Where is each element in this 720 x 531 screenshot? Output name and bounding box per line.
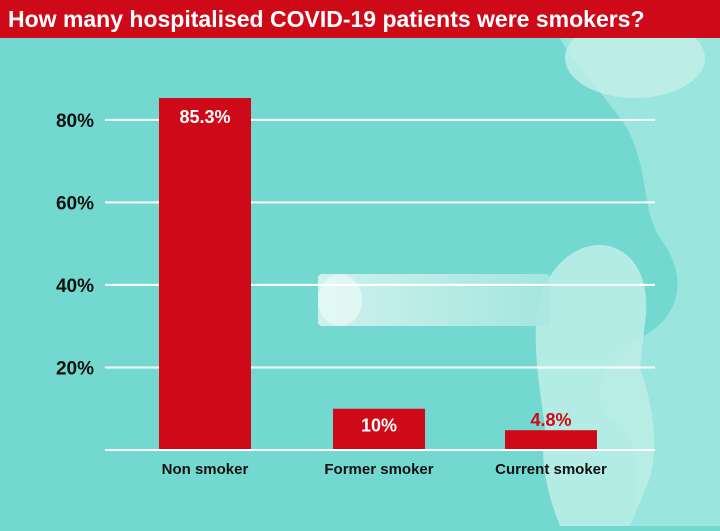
chart-area: 20% 40% 60% 80% 85.3% 10% 4.8% Non smoker Form… (0, 18, 720, 526)
bar-0 (159, 98, 251, 450)
chart-title: How many hospitalised COVID-19 patients … (8, 5, 645, 32)
y-tick-label: 80% (56, 111, 94, 132)
y-axis-ticks: 20% 40% 60% 80% (56, 111, 94, 380)
cigarette-ash (318, 274, 362, 326)
face-silhouette (560, 38, 720, 526)
bar-2 (505, 430, 597, 450)
bars (159, 98, 597, 450)
bar-1 (333, 408, 425, 450)
y-tick-label: 40% (56, 276, 94, 297)
hand-silhouette (535, 245, 655, 526)
bar-value-label: 4.8% (530, 410, 571, 430)
background-photo (318, 18, 720, 526)
bar-value-label: 10% (361, 416, 397, 436)
y-tick-label: 60% (56, 193, 94, 214)
cigarette (318, 274, 550, 326)
bar-value-label: 85.3% (179, 107, 230, 127)
y-tick-label: 20% (56, 358, 94, 379)
category-label: Current smoker (495, 461, 607, 478)
category-label: Non smoker (162, 461, 249, 478)
bar-chart: 20% 40% 60% 80% 85.3% 10% 4.8% Non smoker Form… (56, 18, 720, 526)
category-labels: Non smoker Former smoker Current smoker (162, 461, 607, 478)
nostril-shape (565, 18, 705, 98)
title-bar: How many hospitalised COVID-19 patients … (0, 0, 720, 38)
bar-value-labels: 85.3% 10% 4.8% (179, 107, 571, 436)
category-label: Former smoker (324, 461, 433, 478)
